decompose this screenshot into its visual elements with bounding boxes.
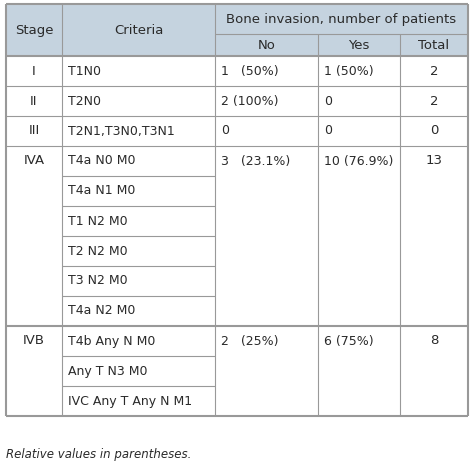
Text: 0: 0 <box>324 125 332 137</box>
Text: 3   (23.1%): 3 (23.1%) <box>221 155 290 167</box>
Text: No: No <box>257 38 275 52</box>
Text: 1 (50%): 1 (50%) <box>324 64 374 78</box>
Text: Yes: Yes <box>348 38 370 52</box>
Text: Criteria: Criteria <box>114 24 163 36</box>
Text: I: I <box>32 64 36 78</box>
Text: 2: 2 <box>430 64 438 78</box>
Text: Bone invasion, number of patients: Bone invasion, number of patients <box>227 12 456 26</box>
Text: Any T N3 M0: Any T N3 M0 <box>68 365 147 377</box>
Text: 0: 0 <box>221 125 229 137</box>
Text: 2 (100%): 2 (100%) <box>221 94 279 108</box>
Text: III: III <box>28 125 40 137</box>
Text: 8: 8 <box>430 335 438 347</box>
Text: IVA: IVA <box>23 155 45 167</box>
Text: 0: 0 <box>324 94 332 108</box>
Bar <box>6 4 468 56</box>
Text: Stage: Stage <box>15 24 53 36</box>
Text: T4a N2 M0: T4a N2 M0 <box>68 304 136 318</box>
Text: 6 (75%): 6 (75%) <box>324 335 374 347</box>
Text: 2   (25%): 2 (25%) <box>221 335 279 347</box>
Text: 10 (76.9%): 10 (76.9%) <box>324 155 393 167</box>
Text: Total: Total <box>419 38 449 52</box>
Text: IVB: IVB <box>23 335 45 347</box>
Text: T4a N0 M0: T4a N0 M0 <box>68 155 136 167</box>
Text: II: II <box>30 94 38 108</box>
Text: T3 N2 M0: T3 N2 M0 <box>68 274 128 288</box>
Text: 0: 0 <box>430 125 438 137</box>
Text: 2: 2 <box>430 94 438 108</box>
Text: Relative values in parentheses.: Relative values in parentheses. <box>6 448 191 461</box>
Text: T1 N2 M0: T1 N2 M0 <box>68 215 128 228</box>
Text: 13: 13 <box>426 155 443 167</box>
Text: T2N1,T3N0,T3N1: T2N1,T3N0,T3N1 <box>68 125 175 137</box>
Text: T2 N2 M0: T2 N2 M0 <box>68 245 128 257</box>
Text: T4a N1 M0: T4a N1 M0 <box>68 184 136 198</box>
Text: T2N0: T2N0 <box>68 94 101 108</box>
Text: T1N0: T1N0 <box>68 64 101 78</box>
Text: IVC Any T Any N M1: IVC Any T Any N M1 <box>68 394 192 408</box>
Text: T4b Any N M0: T4b Any N M0 <box>68 335 155 347</box>
Text: 1   (50%): 1 (50%) <box>221 64 279 78</box>
